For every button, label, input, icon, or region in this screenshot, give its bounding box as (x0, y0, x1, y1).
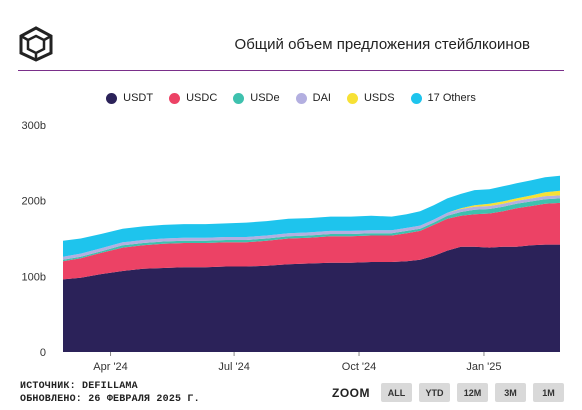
zoom-3m-button[interactable]: 3M (495, 383, 526, 402)
legend-label: DAI (312, 92, 331, 104)
legend-label: USDT (123, 92, 154, 104)
zoom-label: ZOOM (332, 385, 370, 400)
area-series-usdc[interactable] (63, 202, 560, 280)
area-series-usdt[interactable] (63, 244, 560, 352)
legend-swatch (233, 92, 245, 104)
zoom-ytd-button[interactable]: YTD (419, 383, 450, 402)
x-tick-label: Oct '24 (342, 361, 377, 373)
legend-label: USDC (186, 92, 218, 104)
legend-label: 17 Others (427, 92, 476, 104)
chart-title: Общий объем предложения стейблкоинов (234, 36, 530, 53)
zoom-1m-button[interactable]: 1M (533, 383, 564, 402)
logo-icon (19, 26, 53, 62)
legend-label: USDe (250, 92, 280, 104)
footer: ИСТОЧНИК: DEFILLAMA ОБНОВЛЕНО: 26 ФЕВРАЛ… (20, 380, 200, 406)
x-tick-label: Jan '25 (466, 361, 501, 373)
legend-swatch (106, 92, 118, 104)
x-tick-label: Jul '24 (218, 361, 249, 373)
legend-swatch (295, 92, 307, 104)
legend-item-17-others[interactable]: 17 Others (410, 92, 476, 104)
legend-item-usdt[interactable]: USDT (106, 92, 153, 104)
legend-item-usdc[interactable]: USDC (169, 92, 217, 104)
x-tick-label: Apr '24 (93, 361, 128, 373)
source-text: ИСТОЧНИК: DEFILLAMA (20, 381, 138, 392)
legend-swatch (346, 92, 358, 104)
header-divider (18, 70, 564, 71)
updated-text: ОБНОВЛЕНО: 26 ФЕВРАЛЯ 2025 Г. (20, 394, 200, 405)
legend-item-usde[interactable]: USDe (233, 92, 280, 104)
chart-legend: USDT USDC USDe DAI USDS 17 Others (0, 92, 582, 104)
zoom-controls: ZOOM ALL YTD 12M 3M 1M (332, 383, 564, 402)
y-tick-label: 200b (22, 196, 46, 208)
y-tick-label: 300b (22, 120, 46, 132)
legend-swatch (410, 92, 422, 104)
y-tick-label: 0 (40, 347, 46, 359)
legend-item-usds[interactable]: USDS (346, 92, 395, 104)
y-tick-label: 100b (22, 271, 46, 283)
area-series-17-others[interactable] (63, 175, 560, 257)
legend-swatch (169, 92, 181, 104)
legend-item-dai[interactable]: DAI (295, 92, 331, 104)
zoom-12m-button[interactable]: 12M (457, 383, 488, 402)
legend-label: USDS (363, 92, 395, 104)
zoom-all-button[interactable]: ALL (381, 383, 412, 402)
